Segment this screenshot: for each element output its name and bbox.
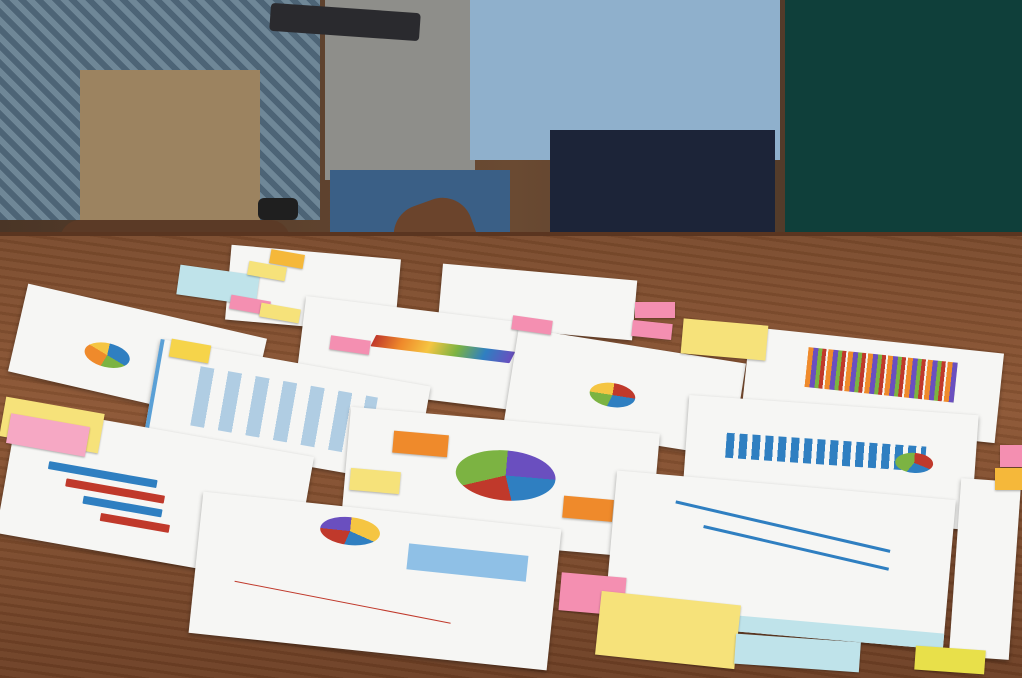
- chart-line: [703, 525, 890, 571]
- pie-chart-icon: [82, 338, 133, 373]
- table-block: [406, 543, 529, 582]
- bar-chart-icon: [370, 334, 516, 364]
- bar-chart-icon: [804, 347, 958, 403]
- pie-chart-icon: [318, 514, 382, 549]
- wristwatch-icon: [258, 198, 298, 220]
- pie-chart-icon: [587, 379, 638, 411]
- sticky-note-orange: [995, 468, 1022, 490]
- sticky-note-yellow: [680, 318, 769, 361]
- pie-chart-icon: [894, 451, 934, 475]
- sticky-note-pink: [635, 302, 675, 318]
- sticky-note-yellow: [349, 467, 401, 495]
- label-box: [562, 495, 614, 522]
- sticky-note-pink: [1000, 445, 1022, 467]
- table-edge: [0, 232, 1022, 236]
- sticky-note-yellow: [914, 645, 986, 675]
- chart-line: [234, 580, 451, 624]
- pie-chart-icon: [453, 446, 558, 505]
- person-khaki-pants: [80, 70, 260, 240]
- paper-edge: [948, 478, 1022, 660]
- label-box: [392, 430, 449, 458]
